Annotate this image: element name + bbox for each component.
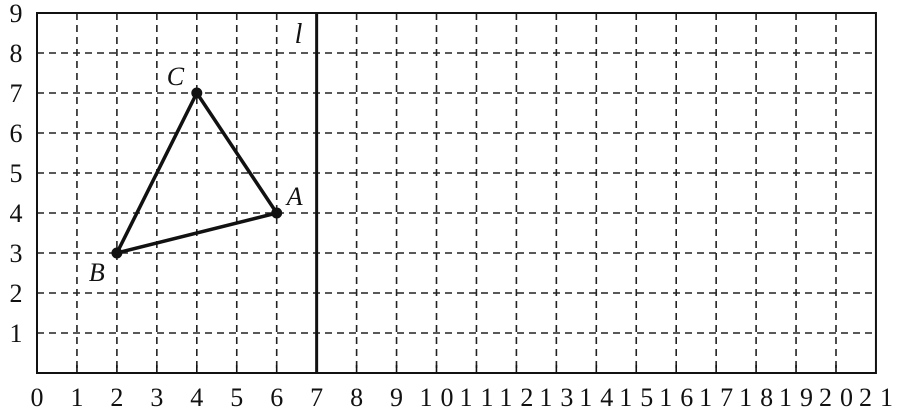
y-tick-label: 4: [10, 199, 23, 228]
y-tick-label: 7: [10, 79, 23, 108]
vertex-label-a: A: [285, 182, 303, 211]
x-tick-label: 20: [819, 383, 853, 410]
triangle-vertices: A B C: [89, 62, 303, 287]
y-tick-label: 3: [10, 239, 23, 268]
vertex-point-c: [191, 87, 203, 99]
x-tick-label: 14: [579, 383, 613, 410]
vertex-label-c: C: [167, 62, 185, 91]
x-axis-tick-labels: 0 1 2 3 4 5 6 7 8 9 10 11 12 13 14 15 16 17 18 19 20 21: [31, 383, 893, 410]
x-tick-label: 12: [499, 383, 533, 410]
x-tick-label: 17: [699, 383, 733, 410]
triangle-abc: [115, 91, 279, 255]
x-tick-label: 13: [539, 383, 573, 410]
y-tick-label: 5: [10, 159, 23, 188]
y-tick-label: 9: [10, 0, 23, 28]
x-tick-label: 9: [390, 383, 403, 410]
y-tick-label: 2: [10, 279, 23, 308]
x-tick-label: 10: [420, 383, 454, 410]
y-axis-tick-labels: 1 2 3 4 5 6 7 8 9: [10, 0, 23, 348]
y-tick-label: 8: [10, 39, 23, 68]
x-tick-label: 21: [859, 383, 893, 410]
x-tick-label: 11: [459, 383, 493, 410]
x-tick-label: 3: [150, 383, 163, 410]
x-tick-label: 5: [230, 383, 243, 410]
x-tick-label: 6: [270, 383, 283, 410]
gridlines: [37, 13, 876, 373]
y-tick-label: 6: [10, 119, 23, 148]
vertex-point-b: [111, 247, 123, 259]
vertex-label-b: B: [89, 258, 105, 287]
x-tick-label: 4: [190, 383, 203, 410]
x-tick-label: 18: [739, 383, 773, 410]
grid-frame: [36, 12, 877, 374]
vertex-point-a: [271, 207, 283, 219]
x-tick-label: 8: [350, 383, 363, 410]
x-tick-label: 19: [779, 383, 813, 410]
x-tick-label: 16: [659, 383, 693, 410]
x-tick-label: 0: [31, 383, 44, 410]
x-tick-label: 7: [310, 383, 323, 410]
x-tick-label: 2: [110, 383, 123, 410]
x-tick-label: 15: [619, 383, 653, 410]
y-tick-label: 1: [10, 319, 23, 348]
line-l-label: l: [295, 19, 303, 50]
x-tick-label: 1: [70, 383, 83, 410]
axis-ticks: [76, 365, 837, 373]
